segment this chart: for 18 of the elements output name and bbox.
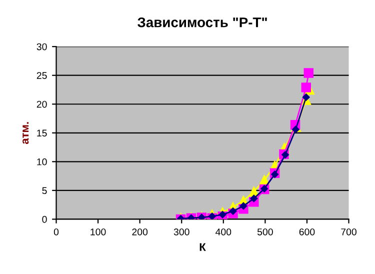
y-tick-label: 5	[42, 187, 47, 194]
x-tick-label: 0	[54, 228, 59, 236]
x-tick-label: 100	[90, 228, 106, 236]
x-tick-label: 400	[216, 228, 232, 236]
x-tick-label: 600	[299, 228, 315, 236]
y-tick-label: 0	[42, 216, 47, 223]
y-axis-title: атм.	[22, 122, 29, 144]
x-axis-title: К	[200, 243, 206, 251]
y-tick-label: 30	[36, 43, 47, 50]
x-tick-label: 700	[341, 228, 356, 236]
x-tick-label: 200	[132, 228, 148, 236]
y-tick-label: 20	[36, 100, 47, 108]
chart-title: Зависимость "P-T"	[138, 17, 267, 28]
y-tick-label: 15	[37, 130, 47, 137]
y-tick-label: 25	[36, 72, 47, 79]
x-tick-label: 300	[174, 228, 190, 236]
x-tick-label: 500	[257, 228, 273, 236]
y-tick-label: 10	[37, 158, 47, 166]
